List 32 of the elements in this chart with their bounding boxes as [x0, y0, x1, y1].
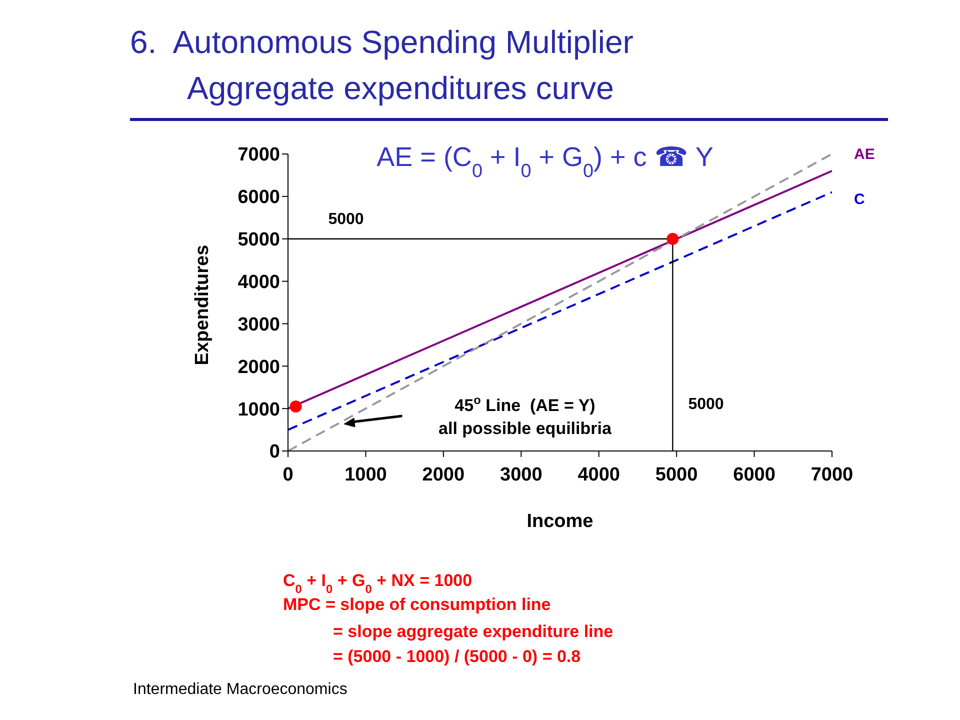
x-tick-label: 3000 — [500, 464, 542, 486]
x-tick-label: 0 — [282, 464, 294, 486]
x-tick-label: 2000 — [422, 464, 465, 486]
x-tick-label: 1000 — [344, 464, 387, 486]
y-tick-label: 4000 — [238, 272, 280, 294]
x-tick-label: 5000 — [655, 464, 698, 486]
text: MPC = slope of consumption line — [283, 595, 551, 614]
x-axis-title: Income — [526, 511, 594, 532]
y-tick-label: 3000 — [238, 314, 280, 336]
y-tick-label: 0 — [269, 442, 280, 463]
y-tick-label: 1000 — [238, 399, 280, 420]
series-label: AE — [854, 146, 875, 163]
y-axis-title: Expenditures — [192, 244, 213, 366]
y-tick-label: 5000 — [238, 230, 280, 251]
text: C$_{0}$ + I$_{0}$ + G$_{0}$ + NX = 1000 — [283, 571, 472, 596]
annotation: 5000 — [328, 211, 364, 228]
annotation: AE = (C$_{0}$ + I$_{0}$ + G$_{0}$) + c ☎ Y — [376, 142, 714, 182]
y-tick-label: 2000 — [238, 356, 280, 378]
x-tick-label: 4000 — [578, 464, 620, 486]
annotation: 5000 — [688, 396, 724, 413]
chart-title: 6. Autonomous Spending Multiplier — [130, 24, 634, 61]
annotation: all possible equilibria — [438, 419, 612, 438]
x-tick-label: 6000 — [733, 464, 776, 486]
x-tick-label: 7000 — [810, 464, 854, 486]
text: Intermediate Macroeconomics — [133, 681, 348, 698]
series-label: C — [854, 191, 865, 208]
text: = (5000 - 1000) / (5000 - 0) = 0.8 — [333, 647, 581, 666]
y-tick-label: 7000 — [238, 144, 280, 166]
y-tick-label: 6000 — [238, 187, 280, 208]
annotation: 45$^{o}$ Line (AE = Y) — [454, 393, 596, 415]
chart-subtitle: Aggregate expenditures curve — [187, 70, 614, 107]
text: = slope aggregate expenditure line — [333, 622, 614, 641]
